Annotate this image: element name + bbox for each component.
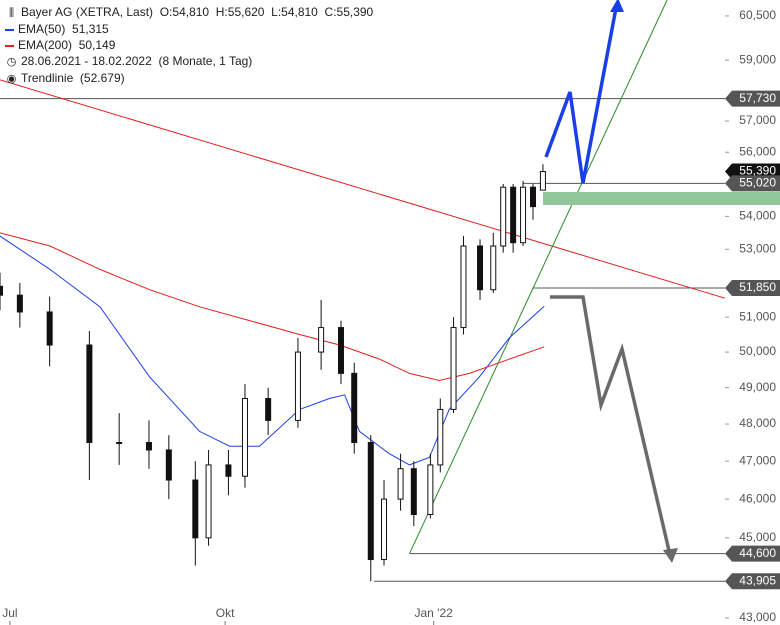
candle-body — [529, 186, 536, 208]
candle-body — [192, 479, 199, 539]
candle-body — [477, 245, 484, 291]
legend-item: EMA(200) 50,149 — [5, 37, 373, 53]
level-label: 43,905 — [739, 573, 776, 587]
icon: ⫼ — [8, 7, 15, 19]
level-tag — [725, 175, 780, 192]
arrow-head — [610, 0, 624, 12]
quote-value: 54,810 — [172, 5, 210, 19]
quote-value: 55,620 — [227, 5, 265, 19]
level-label: 55,390 — [739, 164, 776, 178]
legend-title-row: ⫼ Bayer AG (XETRA, Last) O:54,810 H:55,62… — [5, 4, 373, 21]
x-tick-label: Jul — [2, 606, 17, 620]
candle-body — [16, 294, 23, 313]
y-tick-label: 48,000 — [739, 416, 776, 430]
level-tag — [725, 573, 780, 590]
icon: ◷ — [6, 56, 17, 68]
bullish-scenario — [544, 7, 618, 184]
y-tick-label: 46,000 — [739, 491, 776, 505]
legend-label: Trendlinie — [21, 71, 74, 85]
trendline — [0, 79, 726, 299]
candle-body — [165, 449, 172, 481]
y-tick-label: 60,500 — [739, 8, 776, 22]
quote-value: 55,390 — [336, 5, 374, 19]
candle-body — [500, 186, 507, 247]
level-label: 51,850 — [739, 280, 776, 294]
legend-value: (52.679) — [79, 71, 125, 85]
y-tick-label: 56,000 — [739, 144, 776, 158]
legend-swatch — [5, 28, 14, 31]
candle-body — [294, 351, 301, 421]
legend-swatch — [5, 44, 14, 47]
candle-body — [381, 498, 388, 561]
level-tag — [725, 280, 780, 297]
quote-key: H: — [215, 5, 228, 19]
candle-body — [450, 327, 457, 410]
candle-body — [86, 344, 93, 444]
y-tick-label: 57,000 — [739, 113, 776, 127]
candle-body — [539, 171, 546, 191]
quote-key: L: — [271, 5, 282, 19]
quote-value: 54,810 — [281, 5, 318, 19]
candle-body — [0, 285, 3, 296]
level-label: 55,020 — [739, 176, 776, 190]
y-tick-label: 43,000 — [739, 610, 776, 624]
arrow-head — [663, 548, 678, 563]
legend-item: ◉ Trendlinie (52.679) — [5, 70, 373, 87]
target-zone — [543, 192, 780, 205]
level-label: 44,600 — [739, 546, 776, 560]
y-tick-label: 49,000 — [739, 380, 776, 394]
title: Bayer AG (XETRA, Last) — [21, 5, 154, 19]
x-tick-label: Jan '22 — [415, 606, 454, 620]
candle-body — [318, 327, 325, 353]
bearish-scenario — [550, 295, 672, 556]
candle-body — [510, 186, 517, 244]
candle-body — [241, 398, 248, 477]
level-tag — [725, 90, 780, 107]
candle-body — [520, 186, 527, 244]
y-tick-label: 45,000 — [739, 530, 776, 544]
candle-body — [337, 327, 344, 374]
y-tick-label: 51,000 — [739, 309, 776, 323]
candle-body — [367, 442, 374, 561]
legend-item: EMA(50) 51,315 — [5, 21, 373, 37]
legend-value: 51,315 — [72, 22, 109, 36]
y-tick-label: 54,000 — [739, 209, 776, 223]
legend-label: EMA(200) — [18, 38, 73, 52]
y-tick-label: 59,000 — [739, 52, 776, 66]
period: ◷ 28.06.2021 - 18.02.2022 (8 Monate, 1 Ta… — [5, 53, 373, 70]
candle-body — [46, 311, 53, 346]
candle-body — [116, 442, 123, 445]
candle-body — [437, 408, 444, 466]
y-tick-label: 53,000 — [739, 242, 776, 256]
quote-key: C: — [324, 5, 337, 19]
period-range: 28.06.2021 - 18.02.2022 — [21, 54, 152, 68]
level-label: 57,730 — [739, 91, 776, 105]
y-tick-label: 47,000 — [739, 453, 776, 467]
candle-body — [397, 468, 404, 500]
candle-body — [205, 464, 212, 539]
candle-body — [490, 245, 497, 291]
y-tick-label: 50,000 — [739, 344, 776, 358]
level-tag — [725, 545, 780, 562]
legend-label: EMA(50) — [18, 22, 66, 36]
candle-body — [225, 464, 232, 477]
quote-key: O: — [159, 5, 173, 19]
x-tick-label: Okt — [216, 606, 235, 620]
candle-body — [265, 398, 272, 421]
candle-body — [460, 245, 467, 329]
candle-body — [145, 442, 152, 451]
icon: ◉ — [6, 73, 17, 85]
legend: ⫼ Bayer AG (XETRA, Last) O:54,810 H:55,62… — [5, 4, 373, 87]
support-trendline — [409, 0, 668, 554]
period-length: (8 Monate, 1 Tag) — [158, 54, 253, 68]
candle-body — [351, 372, 358, 444]
candle-body — [410, 468, 417, 515]
legend-value: 50,149 — [78, 38, 116, 52]
candle-body — [427, 464, 434, 515]
